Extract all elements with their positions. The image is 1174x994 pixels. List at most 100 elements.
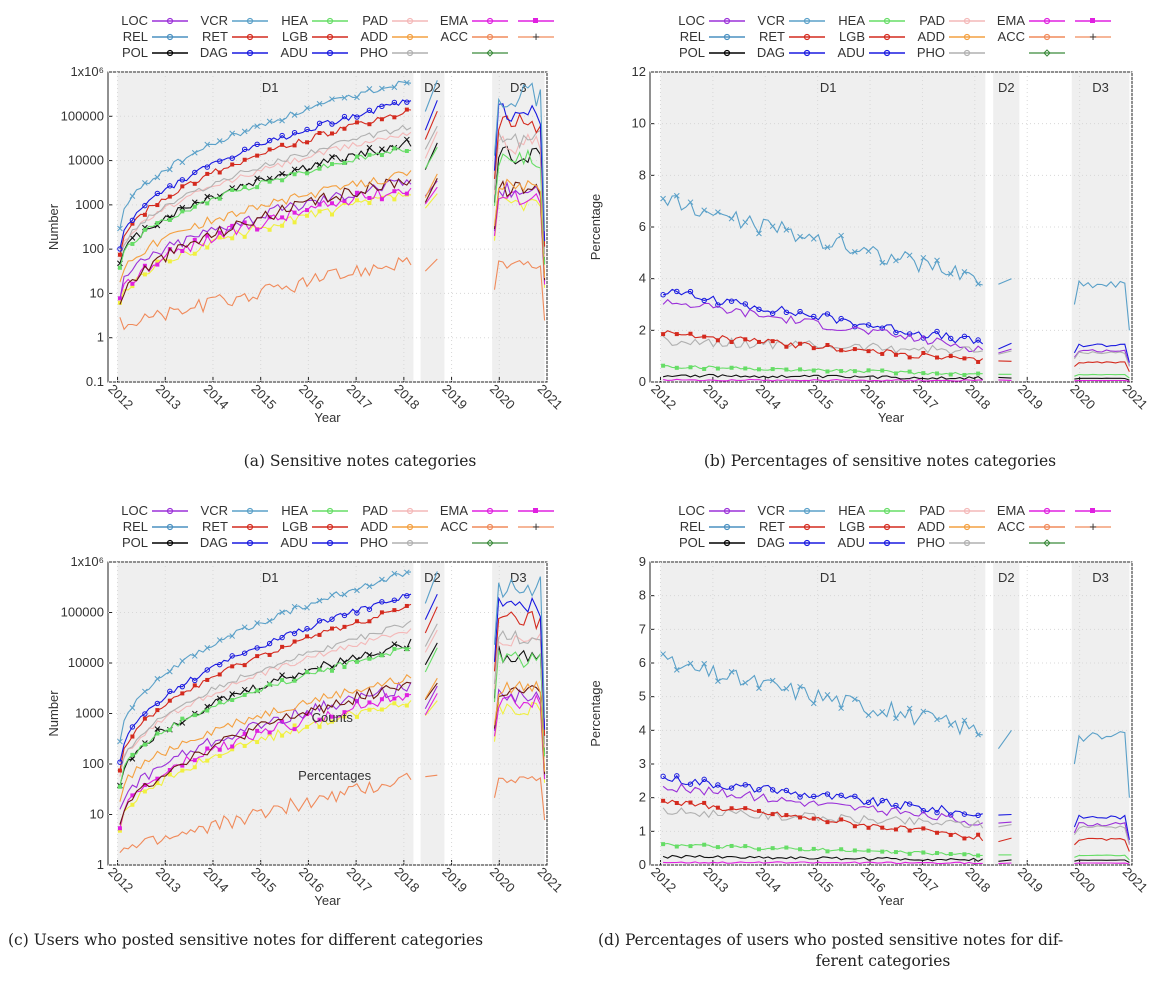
series-marker-adu xyxy=(948,335,954,342)
series-marker-vcr xyxy=(354,714,359,719)
series-line-ret xyxy=(662,653,983,736)
series-marker-lgb xyxy=(715,338,720,343)
series-marker-hea xyxy=(379,153,384,158)
series-marker-hea xyxy=(205,201,210,206)
legend-marker-pad xyxy=(406,17,414,25)
series-marker-ret xyxy=(893,715,899,722)
series-line-adu xyxy=(1073,343,1130,363)
series-line-hea xyxy=(1074,373,1130,379)
series-marker-hea xyxy=(825,849,830,854)
series-marker-adu xyxy=(674,288,680,295)
series-marker-ret xyxy=(934,716,940,723)
legend-label-ema: EMA xyxy=(440,13,469,28)
legend-label-add: ADD xyxy=(918,519,945,534)
y-tick-label: 4 xyxy=(639,271,646,286)
series-line-pol xyxy=(1074,377,1130,381)
x-tick-label: 2012 xyxy=(648,381,679,412)
legend-label-adu: ADU xyxy=(838,45,865,60)
legend-label-pol: POL xyxy=(122,45,148,60)
x-tick-label: 2014 xyxy=(201,381,232,412)
region-label-d2: D2 xyxy=(998,80,1015,95)
series-line-adu xyxy=(493,103,546,242)
series-marker-ret xyxy=(975,280,981,287)
series-marker-hea xyxy=(962,852,967,857)
legend-label-pad: PAD xyxy=(362,13,388,28)
series-marker-vcr xyxy=(305,213,310,218)
series-marker-ret xyxy=(391,84,398,91)
legend-label-loc: LOC xyxy=(121,13,148,28)
series-line-ema xyxy=(424,693,438,716)
legend-label-acc: ACC xyxy=(998,29,1025,44)
chart-b: LOC VCR HEA PAD EMA REL RET LGB ADD ACC POL DAG ADU P… xyxy=(587,0,1174,445)
series-marker-lgb xyxy=(305,140,310,145)
series-marker-hea xyxy=(342,160,347,165)
series-line-ema xyxy=(663,861,983,865)
series-marker-adu xyxy=(687,288,694,295)
legend-marker-add xyxy=(963,33,971,41)
region-label-d1: D1 xyxy=(262,80,279,95)
series-marker-lgb xyxy=(715,805,720,810)
legend-label-vcr: VCR xyxy=(201,503,228,518)
series-line-hea xyxy=(424,146,438,169)
x-tick-label: 2013 xyxy=(701,381,732,412)
series-marker-pol xyxy=(154,726,161,732)
x-tick-label: 2021 xyxy=(535,864,566,895)
series-marker-adu xyxy=(715,302,721,308)
legend-label-loc: LOC xyxy=(678,503,705,518)
legend-label-vcr: VCR xyxy=(201,13,228,28)
series-marker-ret xyxy=(865,248,872,254)
series-marker-hea xyxy=(756,847,761,852)
series-marker-ema xyxy=(367,700,372,705)
series-marker-hea xyxy=(798,367,803,372)
series-marker-ema xyxy=(192,238,197,243)
y-tick-label: 2 xyxy=(639,322,646,337)
series-marker-adu xyxy=(961,811,968,817)
legend-marker-rel xyxy=(166,523,174,531)
legend-marker-hea xyxy=(326,507,334,515)
series-marker-lgb xyxy=(367,619,372,624)
series-marker-adu xyxy=(742,782,748,788)
legend-marker-pho xyxy=(963,539,971,547)
series-marker-adu xyxy=(341,113,348,120)
series-line-hea xyxy=(1074,854,1130,861)
series-line-pad xyxy=(424,131,438,159)
series-marker-ret xyxy=(379,85,385,92)
series-marker-ema xyxy=(217,747,222,752)
series-marker-adu xyxy=(404,593,410,599)
series-marker-vcr xyxy=(292,220,297,225)
series-marker-ema xyxy=(230,744,235,749)
legend-marker-pol xyxy=(166,49,174,57)
series-marker-hea xyxy=(729,365,734,370)
series-marker-ret xyxy=(366,86,373,92)
series-marker-lgb xyxy=(267,147,272,152)
series-marker-adu xyxy=(728,298,735,304)
series-marker-lgb xyxy=(798,815,803,820)
series-marker-hea xyxy=(130,752,135,757)
legend-marker-pad xyxy=(963,507,971,515)
series-marker-lgb xyxy=(367,122,372,127)
series-marker-adu xyxy=(391,597,398,603)
series-marker-hea xyxy=(907,851,912,856)
series-marker-ema xyxy=(242,220,247,225)
series-marker-hea xyxy=(329,162,334,167)
series-marker-ema xyxy=(142,783,147,788)
series-marker-ema xyxy=(317,717,322,722)
series-marker-lgb xyxy=(661,798,666,803)
series-marker-hea xyxy=(242,184,247,189)
legend-marker-vcr xyxy=(803,17,811,25)
series-marker-ret xyxy=(851,248,858,255)
series-marker-lgb xyxy=(756,339,761,344)
series-line-pol xyxy=(662,854,983,862)
chart-c-svg: LOC VCR HEA PAD EMA REL RET LGB ADD ACC POL DAG ADU P… xyxy=(46,503,566,908)
legend-marker-lgb xyxy=(326,33,334,41)
series-line-loc xyxy=(424,685,438,710)
legend-marker-acc xyxy=(486,523,494,531)
series-marker-ema xyxy=(379,697,384,702)
series-marker-adu xyxy=(824,311,831,317)
series-marker-ret xyxy=(879,709,886,715)
legend-marker-rel xyxy=(723,523,731,531)
series-marker-vcr xyxy=(205,758,210,763)
series-marker-adu xyxy=(354,114,360,120)
series-marker-lgb xyxy=(962,836,967,841)
x-tick-label: 2014 xyxy=(753,864,784,895)
